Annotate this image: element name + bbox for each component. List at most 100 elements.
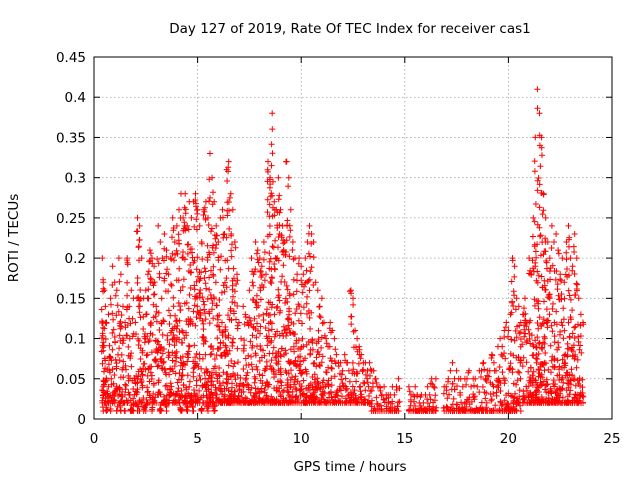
data-point: [289, 247, 296, 253]
data-point: [99, 332, 106, 339]
data-point: [275, 257, 282, 264]
data-point: [161, 257, 167, 264]
data-point: [207, 194, 213, 201]
data-point: [240, 347, 247, 354]
data-point: [517, 375, 524, 382]
data-point: [133, 228, 140, 235]
data-point: [394, 403, 401, 410]
data-point: [205, 214, 211, 221]
data-point: [196, 277, 203, 284]
data-point: [257, 296, 264, 303]
data-point: [260, 347, 266, 354]
data-point: [529, 341, 536, 348]
data-point: [346, 378, 353, 385]
data-point: [338, 376, 345, 383]
data-point: [351, 387, 358, 394]
data-point: [406, 388, 413, 395]
data-point: [533, 359, 540, 366]
data-point: [253, 299, 260, 306]
data-point: [127, 320, 134, 327]
data-point: [251, 315, 258, 322]
data-point: [182, 227, 189, 234]
data-point: [248, 361, 255, 368]
data-point: [567, 377, 574, 384]
data-point: [531, 168, 538, 175]
data-point: [541, 340, 548, 347]
data-point: [235, 359, 241, 366]
data-point: [306, 387, 313, 393]
data-point: [216, 372, 223, 379]
data-point: [105, 383, 112, 390]
data-point: [457, 389, 464, 396]
data-point: [548, 387, 555, 394]
data-point: [197, 376, 204, 383]
data-point: [210, 273, 217, 279]
data-points: [99, 86, 587, 414]
data-point: [353, 378, 360, 385]
data-point: [463, 381, 470, 388]
data-point: [304, 239, 311, 245]
data-point: [310, 239, 317, 245]
data-point: [356, 346, 363, 353]
data-point: [291, 381, 298, 388]
data-point: [136, 222, 143, 229]
data-point: [512, 327, 519, 334]
data-point: [115, 308, 122, 315]
data-point: [155, 362, 162, 369]
data-point: [368, 387, 375, 394]
data-point: [523, 339, 530, 346]
data-point: [190, 308, 197, 315]
data-point: [309, 337, 316, 344]
data-point: [212, 245, 219, 252]
data-point: [396, 398, 403, 405]
data-point: [524, 387, 530, 394]
data-point: [490, 359, 497, 366]
data-point: [208, 389, 215, 396]
data-point: [521, 333, 528, 340]
data-point: [294, 271, 301, 278]
data-point: [165, 271, 172, 278]
data-point: [184, 358, 191, 365]
data-point: [395, 408, 402, 414]
data-point: [108, 375, 115, 382]
data-point: [199, 256, 206, 263]
data-point: [537, 233, 543, 240]
data-point: [321, 332, 328, 339]
data-point: [164, 337, 171, 343]
data-point: [271, 311, 278, 318]
data-point: [124, 292, 131, 299]
data-point: [446, 391, 452, 398]
data-point: [125, 389, 132, 396]
data-point: [134, 275, 141, 281]
data-point: [296, 303, 303, 310]
data-point: [579, 376, 586, 383]
data-point: [414, 393, 421, 400]
data-point: [554, 357, 561, 364]
data-point: [253, 334, 260, 341]
data-point: [278, 232, 285, 239]
data-point: [141, 339, 148, 346]
data-point: [120, 337, 127, 344]
data-point: [154, 256, 161, 263]
data-point: [544, 324, 551, 331]
y-tick-label: 0.2: [65, 251, 86, 267]
data-point: [114, 302, 121, 309]
data-point: [220, 282, 227, 289]
data-point: [272, 237, 279, 244]
data-point: [166, 321, 173, 327]
data-point: [271, 261, 278, 267]
data-point: [500, 375, 507, 382]
data-point: [268, 326, 275, 333]
data-point: [512, 306, 519, 313]
data-point: [176, 240, 183, 247]
data-point: [496, 407, 503, 413]
data-point: [280, 262, 287, 269]
data-point: [283, 332, 289, 339]
data-point: [160, 318, 167, 325]
data-point: [260, 284, 267, 291]
data-point: [316, 351, 323, 358]
data-point: [286, 325, 293, 332]
data-point: [558, 386, 565, 393]
data-point: [569, 267, 576, 274]
data-point: [251, 268, 258, 275]
